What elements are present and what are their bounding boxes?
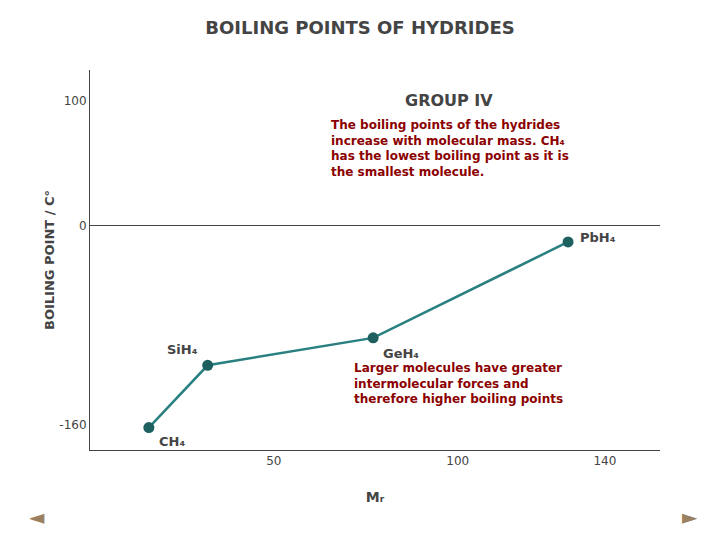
svg-text:The boiling points of the hydr: The boiling points of the hydridesincrea… [331,118,569,179]
svg-text:GeH₄: GeH₄ [383,346,419,361]
svg-text:140: 140 [593,454,616,468]
svg-text:SiH₄: SiH₄ [167,342,198,357]
svg-text:CH₄: CH₄ [159,434,185,449]
svg-text:Mᵣ: Mᵣ [366,489,385,505]
svg-text:BOILING POINT / C°: BOILING POINT / C° [42,190,57,330]
svg-text:►: ► [682,505,698,529]
svg-text:PbH₄: PbH₄ [580,230,616,245]
svg-text:50: 50 [266,454,281,468]
svg-text:BOILING POINTS OF HYDRIDES: BOILING POINTS OF HYDRIDES [205,17,514,38]
svg-text:◄: ◄ [29,505,45,529]
svg-text:100: 100 [446,454,469,468]
svg-text:0: 0 [79,219,87,233]
svg-text:GROUP IV: GROUP IV [405,91,493,110]
svg-text:100: 100 [64,94,87,108]
svg-text:Larger molecules have greateri: Larger molecules have greaterintermolecu… [354,361,563,406]
svg-text:-160: -160 [59,418,86,432]
